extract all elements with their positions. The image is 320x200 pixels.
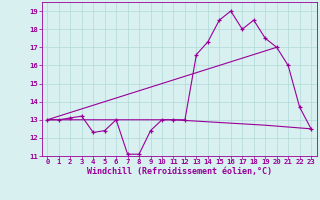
- X-axis label: Windchill (Refroidissement éolien,°C): Windchill (Refroidissement éolien,°C): [87, 167, 272, 176]
